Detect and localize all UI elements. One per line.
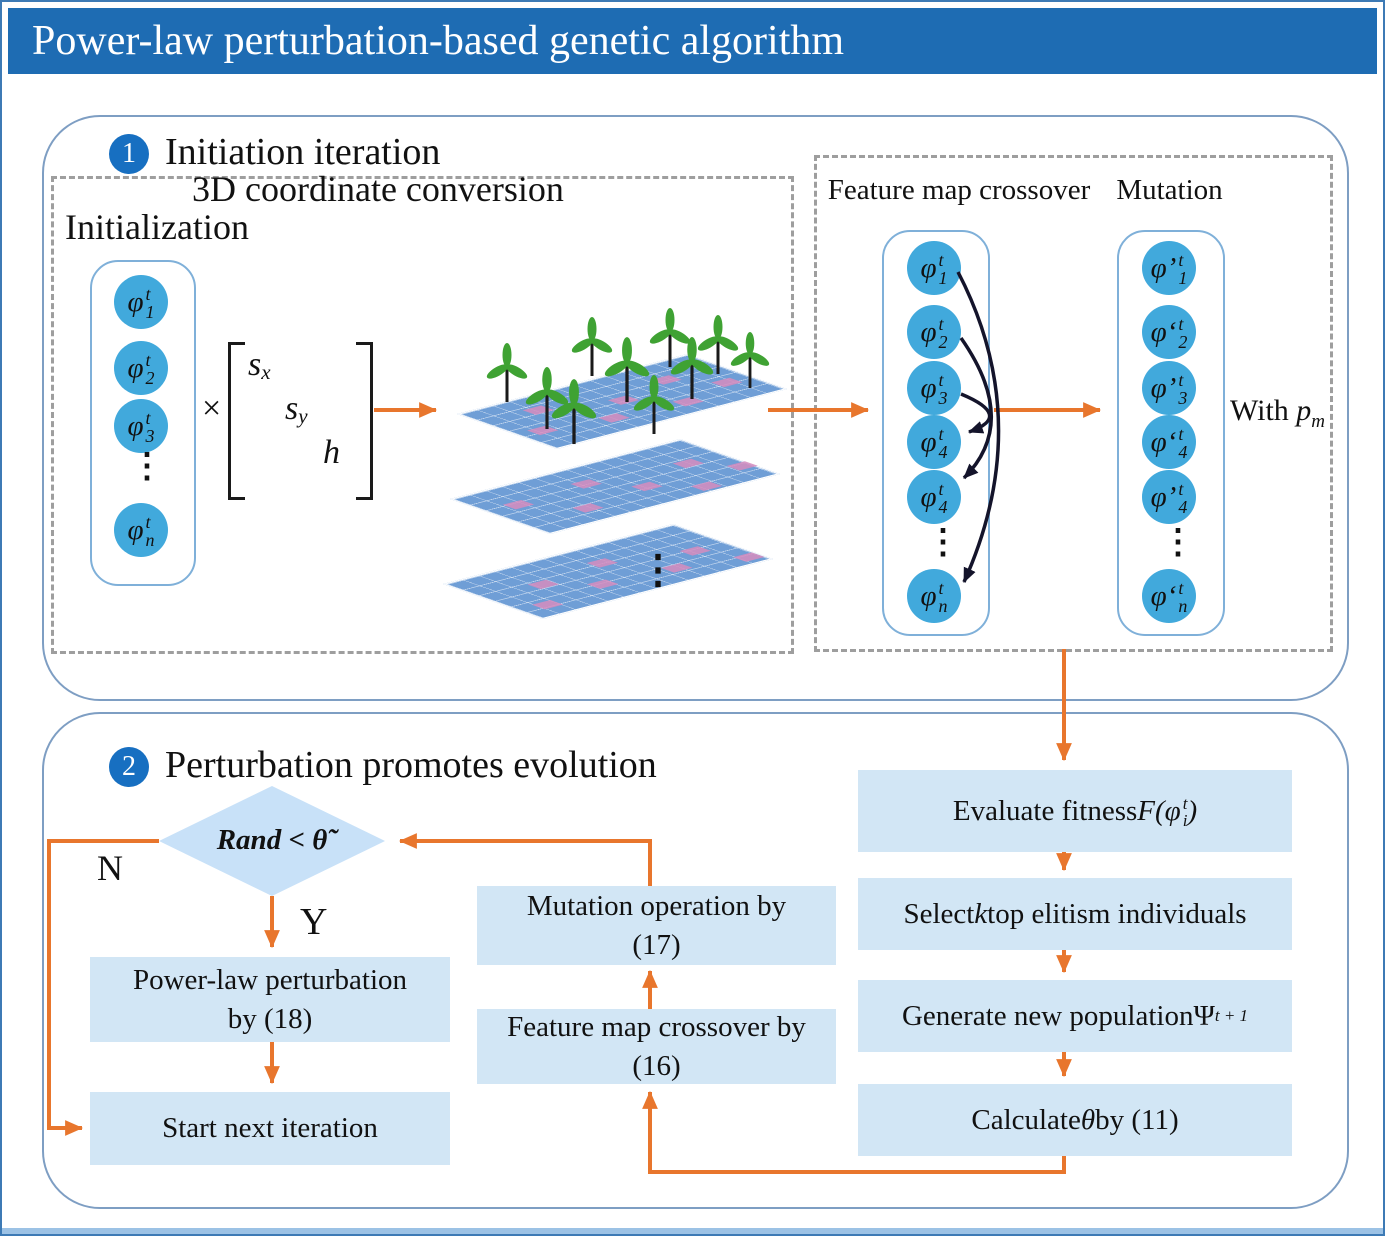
grid-cell [527, 425, 559, 436]
vdots-icon: ⋮ [130, 448, 164, 485]
start-next-iteration-box: Start next iteration [90, 1092, 450, 1165]
grid-cell [690, 481, 723, 491]
phi-sub: 1 [145, 302, 155, 322]
conversion-title: 3D coordinate conversion [192, 169, 564, 209]
grid-cell [650, 375, 682, 385]
matrix-entry-sx: sx [248, 346, 271, 385]
section-2-title: Perturbation promotes evolution [165, 744, 657, 786]
conversion-dashed-box [51, 176, 794, 654]
mutation-node-n: φ‘ t n [1142, 569, 1196, 623]
grid-cell [733, 552, 765, 562]
decision-diamond-label: Rand < θ̃ [216, 824, 328, 856]
section-1-badge: 1 [109, 134, 149, 174]
mutation-node-2: φ‘ t 2 [1142, 305, 1196, 359]
grid-cell [631, 481, 663, 492]
figure-title-bar: Power-law perturbation-based genetic alg… [8, 8, 1377, 74]
crossover-mutation-dashed-box [814, 155, 1333, 652]
section-1-title: Initiation iteration [165, 131, 441, 173]
mutation-node-4: φ‘ t 4 [1142, 415, 1196, 469]
matrix-bracket-right [356, 342, 373, 500]
crossover-column-title: Feature map crossover [827, 174, 1091, 206]
grid-cell [572, 503, 604, 513]
branch-yes-label: Y [300, 901, 328, 943]
matrix-entry-h: h [323, 434, 340, 471]
grid-cell [607, 395, 640, 405]
select-elitism-box: Select k top elitism individuals [858, 878, 1292, 950]
grid-cell [570, 479, 602, 489]
branch-no-label: N [97, 848, 123, 888]
grid-cell [502, 500, 535, 510]
evaluate-fitness-box: Evaluate fitness F(φ t i) [858, 770, 1292, 852]
section-1-panel [42, 115, 1349, 701]
phi-sup: t [145, 283, 151, 304]
grid-cell [598, 413, 630, 423]
grid-cell [527, 579, 559, 590]
section-2-badge: 2 [109, 747, 149, 787]
vdots-icon: ⋮ [926, 524, 960, 561]
with-pm-label: With pm [1230, 394, 1326, 432]
mutation-operation-box: Mutation operation by (17) [477, 886, 836, 965]
mutation-node-1: φ’ t 1 [1142, 241, 1196, 295]
matrix-entry-sy: sy [285, 390, 308, 429]
figure-title: Power-law perturbation-based genetic alg… [32, 18, 845, 64]
section-2-panel [42, 712, 1349, 1209]
section-2-badge-number: 2 [122, 751, 136, 782]
mutation-node-3: φ’ t 3 [1142, 361, 1196, 415]
grid-cell [531, 600, 564, 610]
feature-map-crossover-box: Feature map crossover by (16) [477, 1009, 836, 1084]
matrix-bracket-left [228, 342, 245, 500]
initialization-label: Initialization [65, 207, 249, 247]
phi-base: φ [127, 285, 144, 318]
grid-cell [587, 579, 619, 589]
section-1-badge-number: 1 [122, 138, 136, 169]
grid-cell [586, 558, 618, 568]
mutation-column-title: Mutation [1116, 174, 1223, 206]
power-law-perturbation-box: Power-law perturbation by (18) [90, 957, 450, 1042]
calculate-theta-box: Calculate θ by (11) [858, 1084, 1292, 1156]
mutation-node-5: φ’ t 4 [1142, 470, 1196, 524]
grid-cell [679, 546, 711, 556]
bottom-strip [2, 1228, 1383, 1234]
grid-cell [711, 377, 743, 388]
grid-cell [672, 397, 704, 407]
multiply-sign: × [202, 390, 222, 427]
vdots-icon: ⋮ [1161, 524, 1195, 561]
grid-cell [522, 405, 555, 415]
grid-cell [672, 458, 705, 469]
stack-vdots-icon: ⋮ [638, 547, 678, 592]
